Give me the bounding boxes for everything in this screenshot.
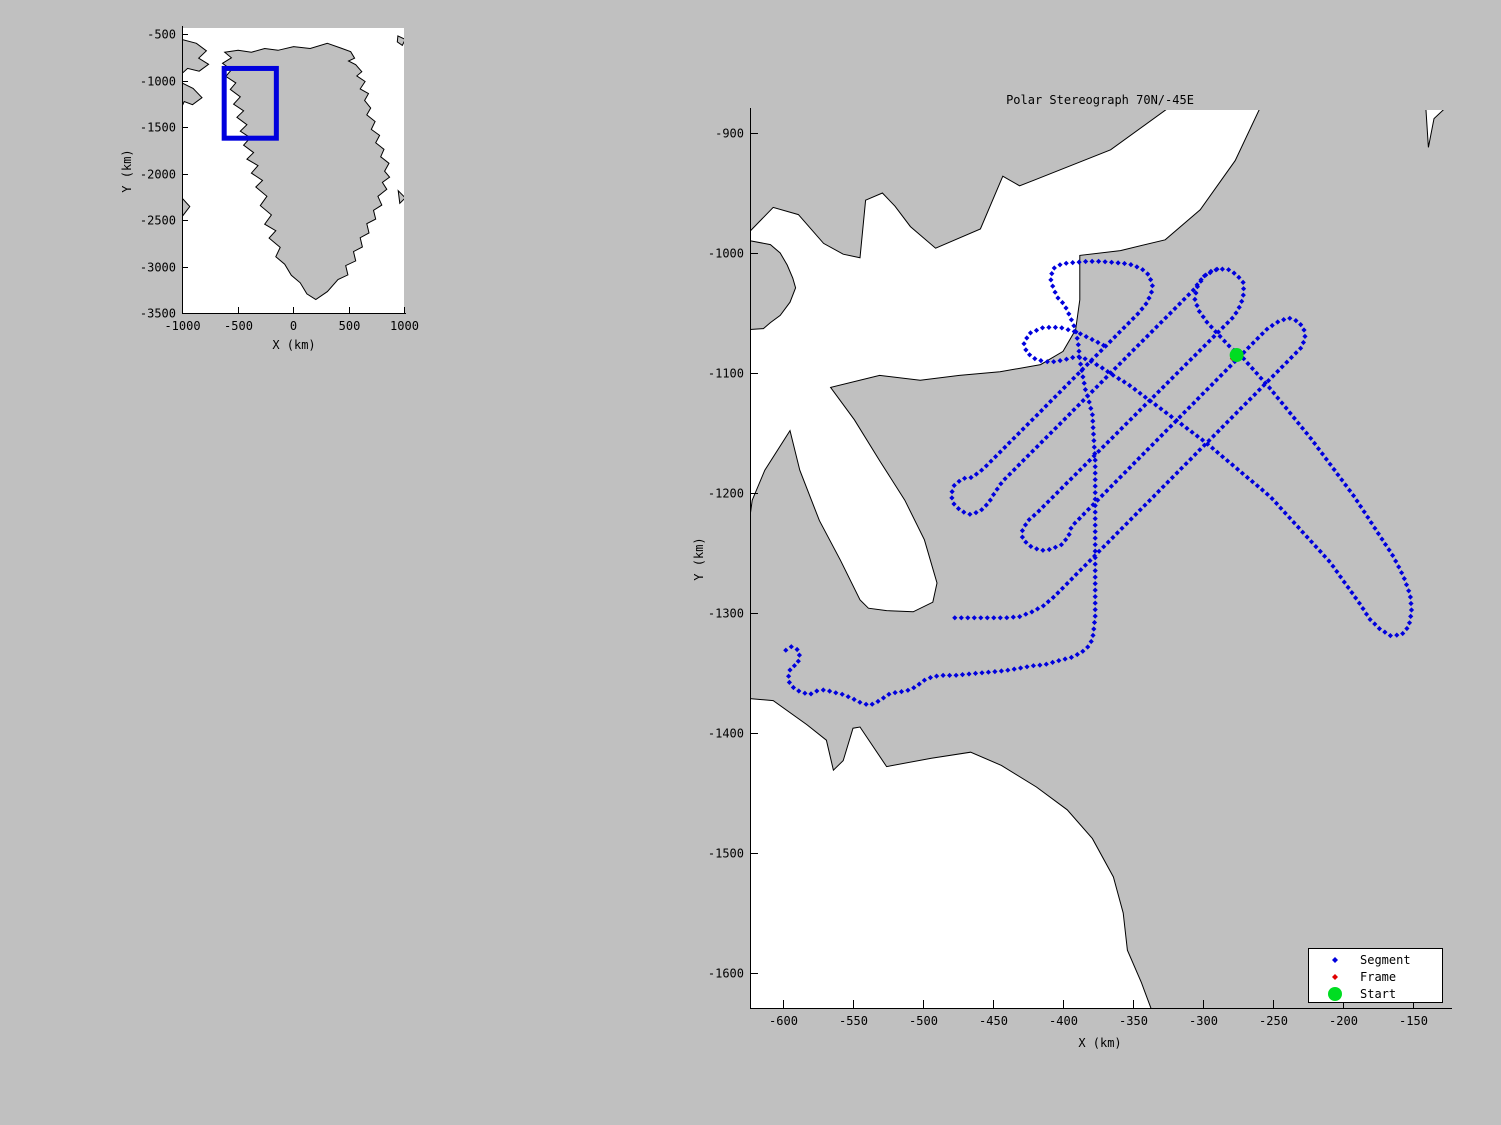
- main-coastline: [750, 110, 1450, 1008]
- main-yaxis-label: Y (km): [692, 537, 706, 580]
- x-tick-label: -500: [224, 319, 253, 333]
- y-tick-label: -1600: [708, 967, 744, 981]
- y-tick-label: -1100: [708, 367, 744, 381]
- y-tick-label: -2500: [140, 214, 176, 228]
- land-polygon: [182, 82, 203, 108]
- y-tick-label: -3000: [140, 261, 176, 275]
- overview-coastline: [182, 35, 404, 301]
- main-xaxis-label: X (km): [1078, 1036, 1121, 1050]
- x-tick-label: -600: [769, 1014, 798, 1028]
- legend-frame-marker: [1332, 974, 1338, 980]
- land-polygon: [750, 240, 797, 330]
- overview-map: -1000 -500 0 500 1000 -500 -1000 -1500 -2000 -250…: [140, 26, 419, 333]
- legend-segment-marker: [1332, 957, 1338, 963]
- x-tick-label: -550: [839, 1014, 868, 1028]
- x-tick-label: -200: [1329, 1014, 1358, 1028]
- y-tick-label: -2000: [140, 168, 176, 182]
- y-tick-label: -1500: [708, 847, 744, 861]
- land-polygon: [750, 110, 1167, 259]
- land-polygon: [182, 197, 191, 218]
- x-tick-label: -400: [1049, 1014, 1078, 1028]
- y-tick-label: -1300: [708, 607, 744, 621]
- land-polygon: [750, 110, 1450, 1008]
- legend-start-marker: [1328, 987, 1342, 1001]
- track-layer: [783, 258, 1415, 707]
- overview-xaxis-label: X (km): [272, 338, 315, 352]
- x-tick-label: 0: [290, 319, 297, 333]
- legend-label-frame: Frame: [1360, 970, 1396, 984]
- land-polygon: [182, 38, 210, 75]
- land-polygon: [221, 42, 391, 301]
- legend-label-start: Start: [1360, 987, 1396, 1001]
- y-tick-label: -500: [147, 28, 176, 42]
- y-tick-label: -1000: [140, 75, 176, 89]
- y-tick-label: -1500: [140, 121, 176, 135]
- x-tick-label: -500: [909, 1014, 938, 1028]
- x-tick-label: -150: [1399, 1014, 1428, 1028]
- land-polygon: [396, 35, 404, 47]
- x-tick-label: -300: [1189, 1014, 1218, 1028]
- y-tick-label: -1400: [708, 727, 744, 741]
- main-axes: [750, 108, 1452, 1009]
- overview-axes: [182, 26, 406, 314]
- y-tick-label: -1200: [708, 487, 744, 501]
- x-tick-label: -450: [979, 1014, 1008, 1028]
- main-plot-title: Polar Stereograph 70N/-45E: [1006, 93, 1194, 107]
- land-polygon: [397, 189, 404, 205]
- x-tick-label: 500: [339, 319, 361, 333]
- y-tick-label: -900: [715, 127, 744, 141]
- y-tick-label: -1000: [708, 247, 744, 261]
- region-highlight-rect: [221, 65, 279, 141]
- x-tick-label: 1000: [390, 319, 419, 333]
- x-tick-label: -250: [1259, 1014, 1288, 1028]
- legend: Segment Frame Start: [1308, 948, 1443, 1003]
- x-tick-label: -1000: [164, 319, 200, 333]
- x-tick-label: -350: [1119, 1014, 1148, 1028]
- main-track-map: -600 -550 -500 -450 -400 -350 -300 -250 -200 -150…: [708, 108, 1452, 1028]
- y-tick-label: -3500: [140, 307, 176, 321]
- legend-label-segment: Segment: [1360, 953, 1411, 967]
- overview-yaxis-label: Y (km): [120, 149, 134, 192]
- series-start-marker: [1229, 348, 1244, 363]
